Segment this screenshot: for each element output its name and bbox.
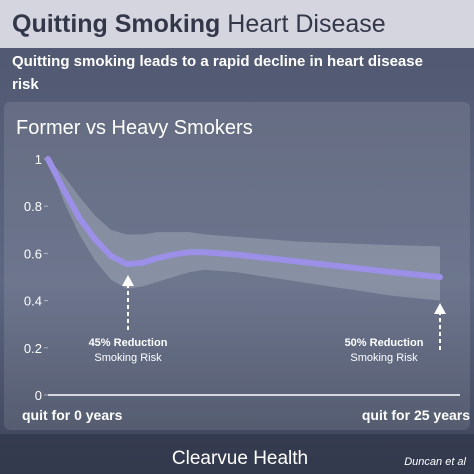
panel bbox=[4, 102, 470, 430]
y-tick-label: 0.2 bbox=[24, 341, 42, 356]
annotation: 50% Reduction bbox=[345, 337, 424, 349]
annotation: 45% Reduction bbox=[89, 337, 168, 349]
panel-title: Former vs Heavy Smokers bbox=[16, 117, 253, 139]
annotation-note: Smoking Risk bbox=[350, 352, 418, 364]
x-tick-label: quit for 0 years bbox=[22, 407, 123, 423]
y-tick-label: 0.8 bbox=[24, 199, 42, 214]
footer bbox=[0, 434, 474, 474]
y-tick-label: 0.4 bbox=[24, 294, 42, 309]
y-tick-label: 1 bbox=[35, 152, 42, 167]
title-bar bbox=[0, 0, 474, 48]
subtitle-box: Quitting smoking leads to a rapid declin… bbox=[12, 53, 423, 93]
plot: 0 0.2 0.4 0.6 0.8 1 quit for 0 years quit for 2… bbox=[22, 152, 470, 423]
y-tick-label: 0 bbox=[35, 388, 42, 403]
arrowhead bbox=[434, 303, 446, 314]
subtitle: Quitting smoking leads to a rapid declin… bbox=[12, 53, 423, 93]
chart-title: Quitting Smoking Heart Disease bbox=[12, 10, 386, 38]
x-tick-label: quit for 25 years bbox=[362, 407, 470, 423]
arrowhead bbox=[122, 275, 134, 286]
brand: Clearvue Health bbox=[172, 448, 308, 469]
line bbox=[45, 156, 443, 280]
y-tick-label: 0.6 bbox=[24, 246, 42, 261]
source: Duncan et al bbox=[404, 456, 466, 468]
annotation-note: Smoking Risk bbox=[94, 352, 162, 364]
